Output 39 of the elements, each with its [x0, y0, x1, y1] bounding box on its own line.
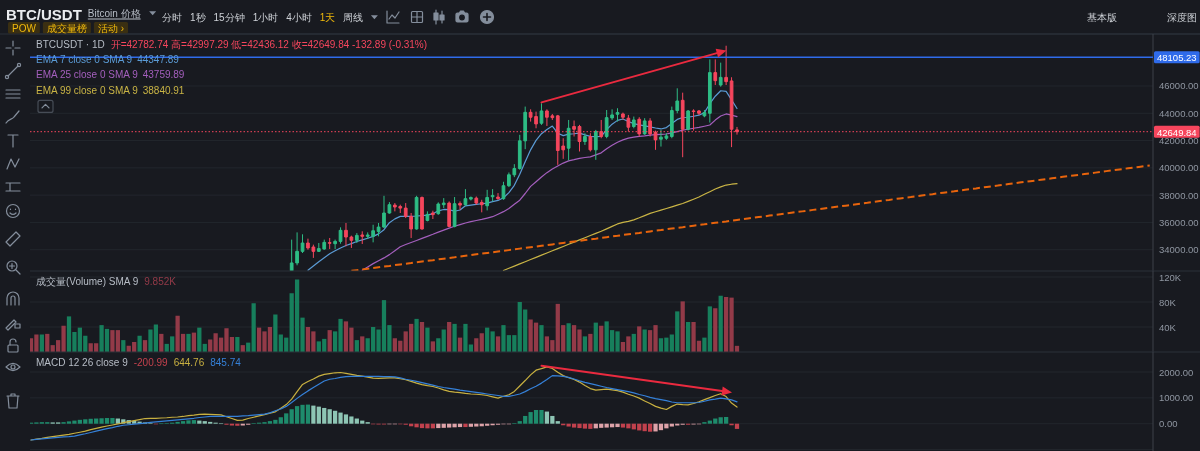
text: EMA 99 close 0 SMA 9 — [36, 84, 139, 96]
chart-title: 成交量(Volume) SMA 9 — [36, 275, 139, 287]
annotation: 9.852K — [144, 275, 177, 287]
annotation: 845.74 — [210, 356, 242, 368]
y-tick-label: 40K — [1159, 321, 1177, 333]
annotation: -200.99 — [133, 356, 169, 368]
text: 分时 — [162, 11, 182, 23]
y-tick-label: 2000.00 — [1159, 366, 1194, 378]
annotation: 644.76 — [173, 356, 205, 368]
y-tick-label: 40000.00 — [1159, 162, 1199, 174]
text: 15分钟 — [213, 11, 245, 23]
annotation: 开=42782.74 高=42997.29 低=42436.12 收=42649.84 -132.89 (-0.31%) — [110, 38, 428, 50]
text: 基本版 — [1087, 11, 1117, 23]
chart-title: MACD 12 26 close 9 — [36, 356, 129, 368]
text: 4小时 — [286, 11, 312, 23]
y-tick-label: 46000.00 — [1159, 80, 1199, 92]
text: 1天 — [319, 11, 336, 23]
annotation: 43759.89 — [142, 69, 185, 81]
text: 周线 — [343, 11, 364, 23]
y-tick-label: 44000.00 — [1159, 107, 1199, 119]
text: EMA 25 close 0 SMA 9 — [36, 69, 139, 81]
text: 活动 › — [97, 22, 124, 34]
y-tick-label: 0.00 — [1159, 418, 1178, 430]
y-tick-label: 80K — [1159, 296, 1177, 308]
annotation: 38840.91 — [142, 84, 185, 96]
text: BTCUSDT · 1D — [36, 38, 105, 50]
text: 成交量榜 — [46, 22, 87, 34]
text: 1秒 — [190, 11, 206, 23]
y-tick-label: 42000.00 — [1159, 135, 1199, 147]
y-tick-label: 1000.00 — [1159, 392, 1194, 404]
text: POW — [12, 22, 37, 34]
y-tick-label: 34000.00 — [1159, 244, 1199, 256]
y-tick-label: 38000.00 — [1159, 189, 1199, 201]
text: BTC/USDT — [6, 5, 82, 23]
y-tick-label: 120K — [1159, 271, 1182, 283]
text: 1小时 — [252, 11, 279, 23]
y-tick-label: 36000.00 — [1159, 216, 1199, 228]
text: Bitcoin 价格 — [87, 7, 141, 19]
text: 深度图 — [1167, 11, 1197, 23]
